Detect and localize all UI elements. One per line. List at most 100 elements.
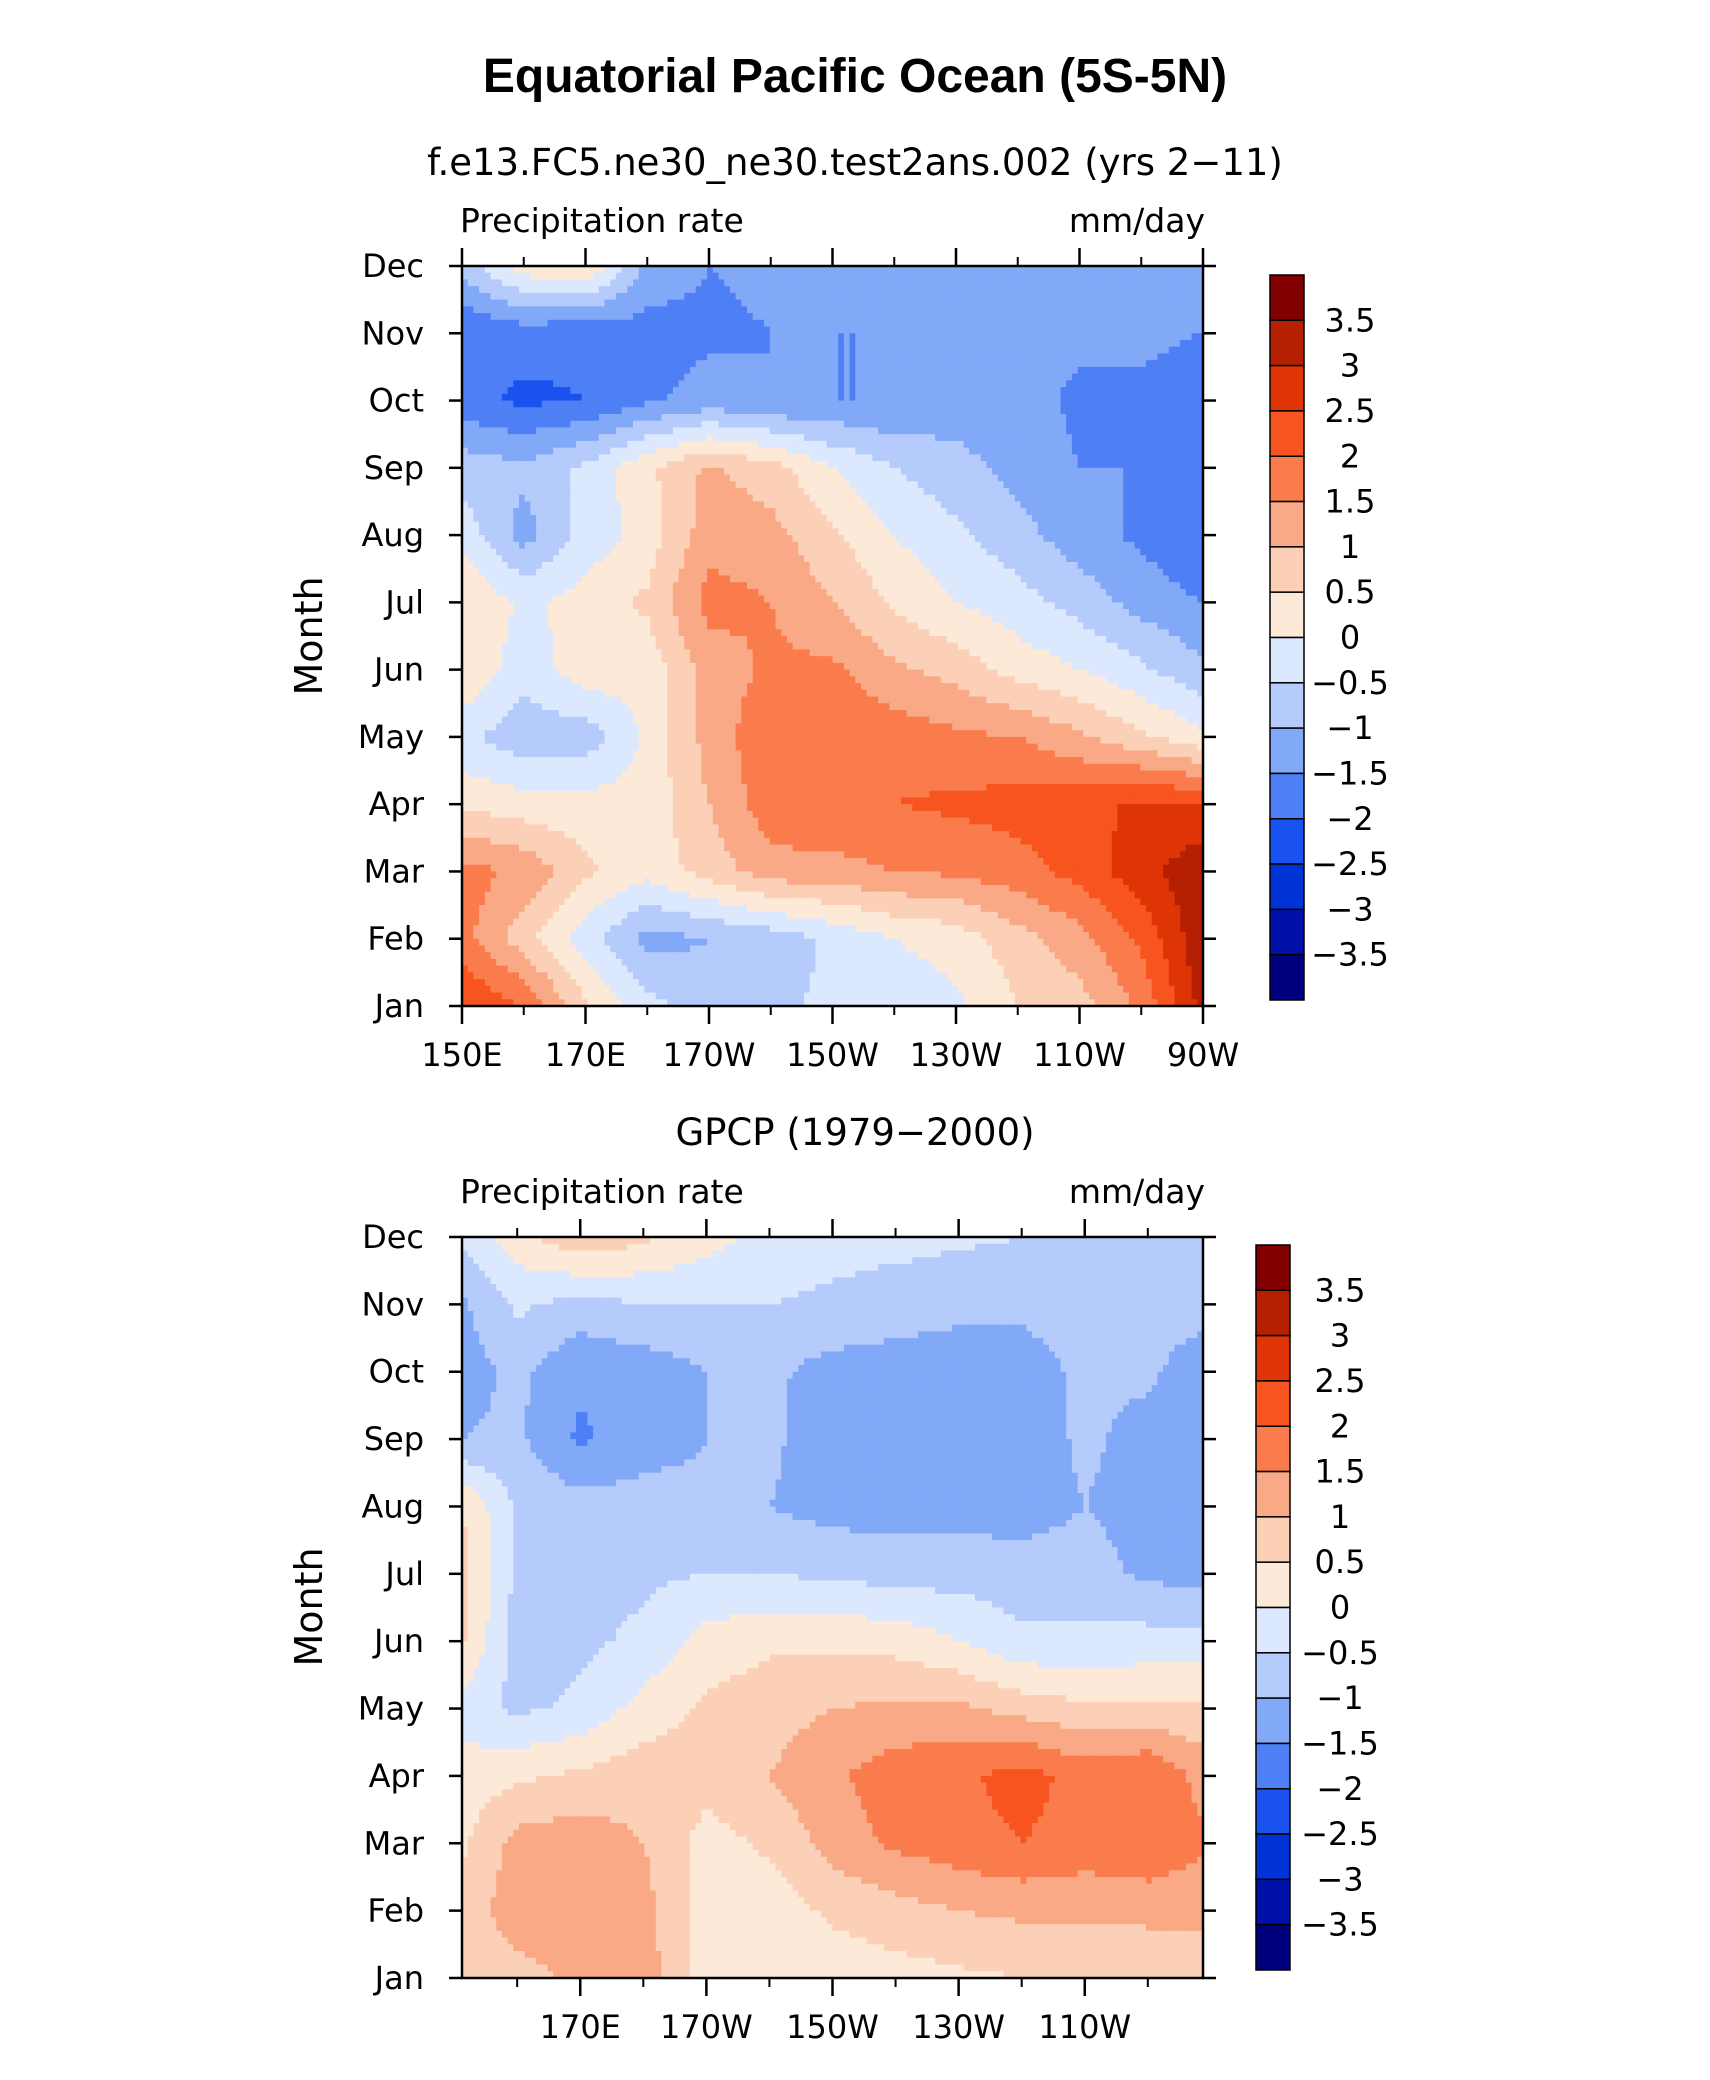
- y-tick-label: May: [358, 718, 424, 756]
- y-tick-label: Dec: [362, 1218, 424, 1256]
- y-tick-label: Feb: [367, 920, 424, 958]
- colorbar-box: [1255, 1606, 1291, 1654]
- colorbar-box: [1269, 546, 1305, 593]
- y-axis-title: Month: [287, 1547, 331, 1666]
- colorbar-box: [1255, 1334, 1291, 1382]
- y-tick-label: Sep: [364, 449, 424, 487]
- colorbar-label: 1.5: [1315, 1453, 1366, 1491]
- y-tick-label: Aug: [362, 516, 424, 554]
- colorbar-label: 3.5: [1315, 1271, 1366, 1309]
- colorbar-box: [1269, 863, 1305, 911]
- x-tick-label: 150E: [421, 1036, 502, 1074]
- colorbar-box: [1255, 1652, 1291, 1699]
- x-tick-label: 170W: [663, 1036, 756, 1074]
- colorbar-box: [1255, 1742, 1291, 1790]
- colorbar-label: −1.5: [1301, 1724, 1379, 1762]
- colorbar-label: −1.5: [1311, 754, 1389, 792]
- colorbar-label: 2: [1340, 437, 1360, 475]
- colorbar-box: [1255, 1289, 1291, 1337]
- y-tick-label: Apr: [369, 1757, 425, 1795]
- colorbar-box: [1269, 410, 1305, 457]
- colorbar-box: [1269, 772, 1305, 820]
- contour-field: [462, 266, 1203, 1006]
- colorbar-label: 0: [1340, 619, 1360, 657]
- x-tick-label: 170E: [540, 2008, 621, 2046]
- y-tick-label: May: [358, 1690, 424, 1728]
- y-tick-label: Aug: [362, 1487, 424, 1525]
- colorbar-box: [1255, 1788, 1291, 1835]
- y-tick-label: Nov: [362, 1285, 424, 1323]
- colorbar-label: −0.5: [1311, 664, 1389, 702]
- colorbar-box: [1269, 274, 1305, 322]
- colorbar-label: −2: [1326, 800, 1373, 838]
- y-tick-label: Sep: [364, 1420, 424, 1458]
- y-tick-label: Dec: [362, 247, 424, 285]
- colorbar-label: −3.5: [1301, 1906, 1379, 1944]
- colorbar-label: −3.5: [1311, 936, 1389, 974]
- panel-2: GPCP (1979−2000) Precipitation rate mm/day…: [287, 1111, 1379, 2046]
- colorbar-box: [1255, 1697, 1291, 1745]
- colorbar-box: [1269, 682, 1305, 729]
- y-tick-label: Feb: [367, 1892, 424, 1930]
- colorbar-label: −1: [1326, 709, 1373, 747]
- x-tick-label: 150W: [786, 1036, 879, 1074]
- y-tick-label: Jan: [373, 1959, 424, 1997]
- colorbar-box: [1269, 364, 1305, 412]
- y-tick-label: Oct: [369, 382, 424, 420]
- y-tick-label: Jun: [372, 1622, 424, 1660]
- units-label: mm/day: [1069, 1172, 1205, 1211]
- colorbar-box: [1255, 1833, 1291, 1881]
- x-tick-label: 90W: [1167, 1036, 1239, 1074]
- x-tick-label: 110W: [1038, 2008, 1131, 2046]
- y-tick-label: Jul: [383, 583, 424, 621]
- x-tick-label: 170W: [660, 2008, 753, 2046]
- colorbar-box: [1255, 1425, 1291, 1473]
- colorbar-label: 0.5: [1325, 573, 1376, 611]
- colorbar-label: −1: [1316, 1679, 1363, 1717]
- colorbar-label: −2.5: [1301, 1815, 1379, 1853]
- colorbar-box: [1269, 818, 1305, 865]
- figure-title: Equatorial Pacific Ocean (5S-5N): [483, 50, 1227, 103]
- x-tick-label: 150W: [786, 2008, 879, 2046]
- y-tick-label: Jul: [383, 1555, 424, 1593]
- y-tick-label: Oct: [369, 1353, 424, 1391]
- colorbar-label: −3: [1316, 1860, 1363, 1898]
- colorbar-label: 1.5: [1325, 483, 1376, 521]
- panel-subtitle: f.e13.FC5.ne30_ne30.test2ans.002 (yrs 2−…: [427, 141, 1283, 184]
- colorbar-box: [1255, 1516, 1291, 1563]
- variable-label: Precipitation rate: [460, 1172, 744, 1211]
- colorbar-box: [1269, 727, 1305, 775]
- y-tick-label: Jun: [372, 651, 424, 689]
- colorbar-label: 1: [1330, 1498, 1350, 1536]
- colorbar-box: [1269, 636, 1305, 684]
- y-tick-label: Mar: [364, 1824, 425, 1862]
- colorbar-box: [1269, 591, 1305, 639]
- y-tick-label: Nov: [362, 314, 424, 352]
- colorbar-label: 0.5: [1315, 1543, 1366, 1581]
- x-tick-label: 110W: [1033, 1036, 1126, 1074]
- colorbar-box: [1269, 455, 1305, 503]
- x-tick-label: 130W: [910, 1036, 1003, 1074]
- colorbar: 3.5 3 2.5 2 1.5 1 0.5 0 −0.5 −1 −1.5 −2 −2.5 −3 −3.5: [1269, 274, 1389, 1001]
- colorbar-box: [1255, 1561, 1291, 1609]
- colorbar-label: 3: [1340, 347, 1360, 385]
- colorbar-box: [1269, 500, 1305, 548]
- colorbar-box: [1255, 1923, 1291, 1971]
- colorbar: 3.5 3 2.5 2 1.5 1 0.5 0 −0.5 −1 −1.5 −2 −2.5 −3 −3.5: [1255, 1244, 1379, 1971]
- units-label: mm/day: [1069, 201, 1205, 240]
- colorbar-box: [1269, 953, 1305, 1001]
- colorbar-label: 0: [1330, 1589, 1350, 1627]
- colorbar-label: 2.5: [1325, 392, 1376, 430]
- y-tick-label: Mar: [364, 852, 425, 890]
- y-axis-title: Month: [287, 576, 331, 695]
- colorbar-label: −2: [1316, 1770, 1363, 1808]
- panels: f.e13.FC5.ne30_ne30.test2ans.002 (yrs 2−…: [287, 141, 1389, 2046]
- x-tick-label: 130W: [912, 2008, 1005, 2046]
- x-tick-label: 170E: [545, 1036, 626, 1074]
- colorbar-label: 2: [1330, 1407, 1350, 1445]
- colorbar-box: [1255, 1470, 1291, 1518]
- colorbar-label: 3: [1330, 1317, 1350, 1355]
- colorbar-label: 2.5: [1315, 1362, 1366, 1400]
- colorbar-label: −2.5: [1311, 845, 1389, 883]
